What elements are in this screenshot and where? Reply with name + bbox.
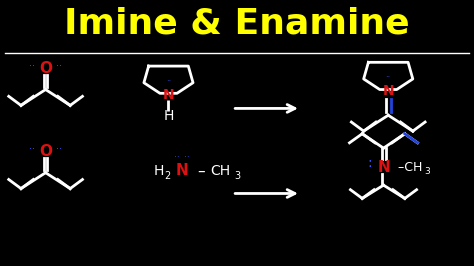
Text: 3: 3 xyxy=(234,171,240,181)
Text: –CH: –CH xyxy=(394,160,422,173)
Text: :: : xyxy=(367,156,372,170)
Text: ··: ·· xyxy=(174,153,180,163)
Text: N: N xyxy=(175,163,188,178)
Text: ··: ·· xyxy=(56,144,62,154)
Text: N: N xyxy=(163,88,174,102)
Text: N: N xyxy=(377,160,390,174)
Text: ··: ·· xyxy=(166,77,171,86)
Text: H: H xyxy=(154,164,164,178)
Text: Imine & Enamine: Imine & Enamine xyxy=(64,6,410,40)
Text: ··: ·· xyxy=(386,73,391,82)
Text: O: O xyxy=(39,144,52,159)
Text: CH: CH xyxy=(210,164,230,178)
Text: ··: ·· xyxy=(29,144,36,154)
Text: ··: ·· xyxy=(183,153,189,163)
Text: O: O xyxy=(39,61,52,76)
Text: –: – xyxy=(198,163,205,178)
Text: ··: ·· xyxy=(29,61,36,71)
Text: H: H xyxy=(163,109,173,123)
Text: 2: 2 xyxy=(164,171,171,181)
Text: ··: ·· xyxy=(56,61,62,71)
Text: 3: 3 xyxy=(424,167,430,176)
Text: N: N xyxy=(383,84,394,98)
